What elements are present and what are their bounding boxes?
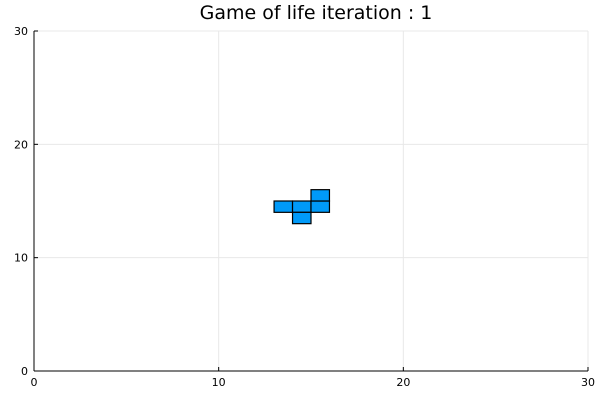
live-cell-1 xyxy=(291,200,312,213)
axes xyxy=(33,30,589,372)
y-tick-label-1: 10 xyxy=(14,252,28,265)
chart-title: Game of life iteration : 1 xyxy=(200,2,433,24)
x-tick-label-1: 10 xyxy=(212,376,226,389)
grid-lines xyxy=(34,30,589,371)
x-tick-label-2: 20 xyxy=(396,376,410,389)
y-tick-label-2: 20 xyxy=(14,138,28,151)
x-tick-label-0: 0 xyxy=(31,376,38,389)
y-tick-label-0: 0 xyxy=(21,365,28,378)
live-cells xyxy=(273,189,331,225)
live-cell-2 xyxy=(310,200,331,213)
live-cell-3 xyxy=(291,211,312,225)
tick-labels: 0 10 20 30 0 10 20 30 xyxy=(14,25,595,389)
x-tick-label-3: 30 xyxy=(581,376,595,389)
live-cell-4 xyxy=(310,189,331,202)
live-cell-0 xyxy=(273,200,294,213)
y-tick-label-3: 30 xyxy=(14,25,28,38)
